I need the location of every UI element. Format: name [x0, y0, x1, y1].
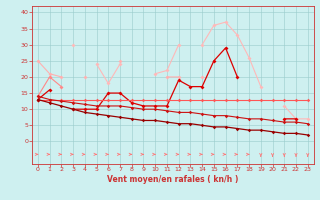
X-axis label: Vent moyen/en rafales ( kn/h ): Vent moyen/en rafales ( kn/h )	[107, 175, 238, 184]
